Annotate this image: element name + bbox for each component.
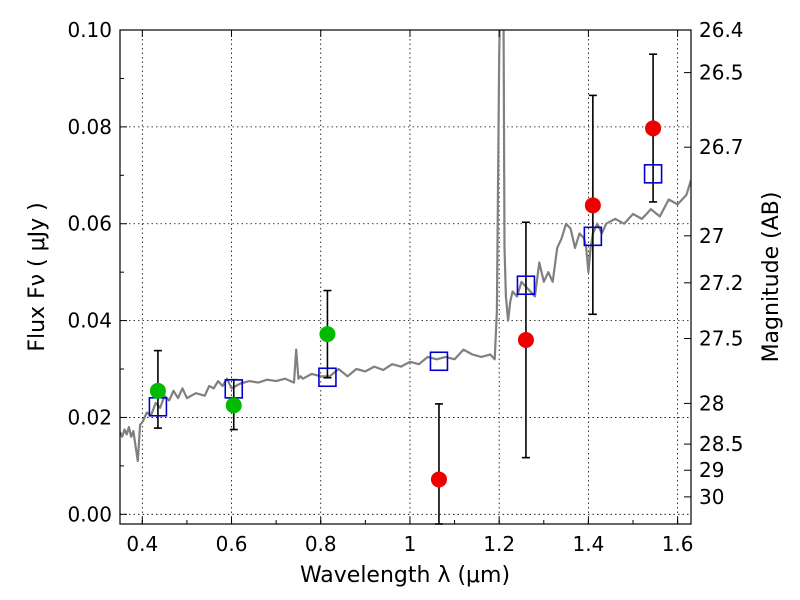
mag-tick-label: 27.5 [699, 327, 744, 351]
mag-tick-label: 27 [699, 224, 724, 248]
mag-tick-label: 27.2 [699, 271, 744, 295]
detection-point [319, 326, 336, 343]
plot-area [120, 30, 691, 463]
mag-tick-label: 26.7 [699, 135, 744, 159]
detection-point [225, 397, 242, 414]
y-tick-label: 0.08 [67, 115, 112, 139]
x-tick-label: 1 [404, 532, 417, 556]
spectrum-line [120, 30, 691, 463]
model-photometry-square [643, 164, 663, 184]
x-tick-label: 1.4 [572, 532, 604, 556]
low-sn-point [517, 331, 534, 348]
y-tick-label: 0.10 [67, 18, 112, 42]
low-sn-point [645, 120, 662, 137]
x-tick-label: 0.4 [126, 532, 158, 556]
mag-tick-label: 26.5 [699, 61, 744, 85]
y-tick-label: 0.00 [67, 502, 112, 526]
grid [120, 29, 691, 524]
error-bars [153, 53, 658, 525]
y-axis-title: Flux Fν ( μJy ) [25, 202, 50, 351]
mag-tick-label: 30 [699, 485, 724, 509]
x-tick-label: 0.6 [216, 532, 248, 556]
x-axis-title: Wavelength λ (μm) [300, 563, 510, 588]
model-photometry-square [429, 351, 449, 372]
y-tick-label: 0.02 [67, 405, 112, 429]
x-tick-label: 0.8 [305, 532, 337, 556]
mag-tick-label: 28 [699, 391, 724, 415]
x-tick-label: 1.2 [483, 532, 515, 556]
mag-tick-label: 28.5 [699, 432, 744, 456]
mag-tick-label: 29 [699, 458, 724, 482]
axes: 0.4 0.6 0.8 1 1.2 1.4 1.6 0.00 0.02 0.04 0.06 0.08 0… [67, 18, 743, 556]
y-tick-label: 0.04 [67, 309, 112, 333]
model-photometry-square [318, 367, 337, 388]
markers [148, 120, 663, 488]
y2-axis-title: Magnitude (AB) [759, 192, 784, 363]
low-sn-point [430, 471, 447, 488]
plot-frame [119, 29, 692, 525]
y-tick-label: 0.06 [67, 212, 112, 236]
model-photometry-square [583, 226, 603, 247]
mag-tick-label: 26.4 [699, 18, 744, 42]
x-tick-label: 1.6 [662, 532, 694, 556]
detection-point [149, 382, 166, 399]
low-sn-point [584, 197, 601, 214]
model-photometry-square [516, 275, 536, 296]
